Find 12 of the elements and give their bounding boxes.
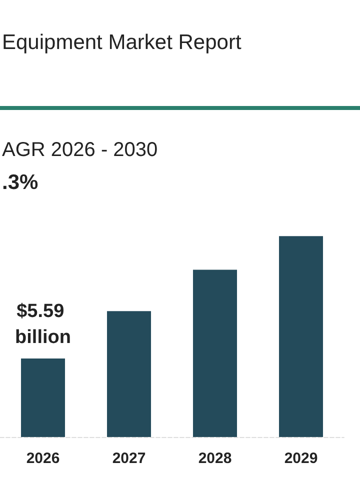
x-tick-label: 2028	[198, 450, 232, 467]
bar	[21, 358, 65, 437]
x-tick-label: 2029	[284, 450, 318, 467]
text: AGR 2026 - 2030	[2, 139, 158, 161]
data-label: $5.59 billion	[15, 301, 71, 348]
bar	[107, 311, 151, 437]
bar	[279, 236, 323, 437]
x-tick-label: 2026	[26, 450, 60, 467]
x-tick-label: 2027	[112, 450, 146, 467]
bar	[193, 270, 237, 437]
chart-title: Equipment Market Report	[2, 31, 242, 54]
text: .3%	[2, 171, 39, 194]
